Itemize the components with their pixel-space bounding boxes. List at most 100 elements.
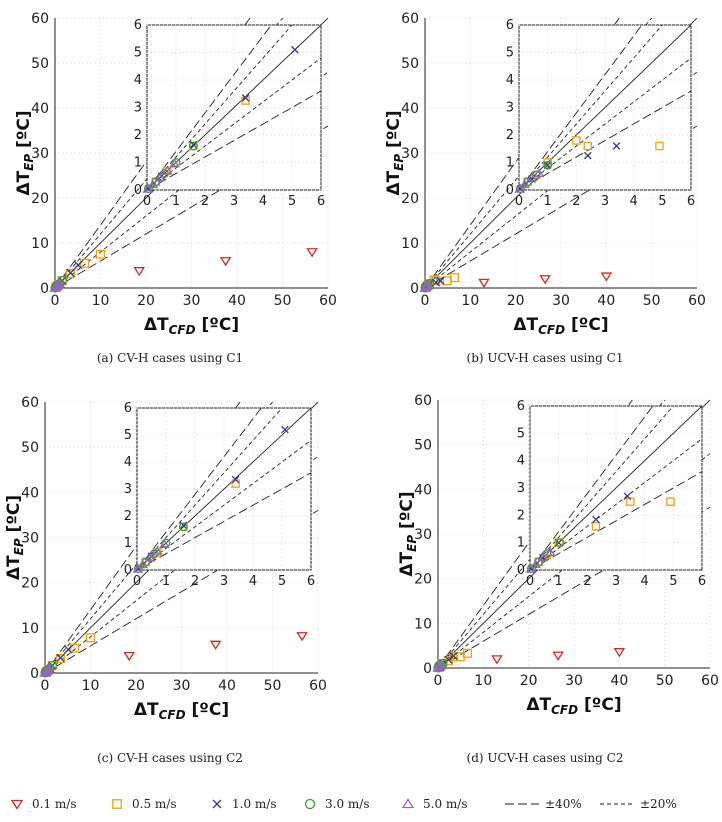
y-tick-label: 20 (21, 576, 39, 592)
y-tick-label: 40 (21, 485, 39, 501)
legend-item: 0.5 m/s (112, 797, 176, 811)
minus20-line (147, 57, 321, 190)
minus40-line (147, 90, 321, 190)
inset-point-50ms (161, 165, 173, 175)
x-tick-label: 20 (520, 673, 538, 689)
legend-item: ±40% (505, 797, 582, 811)
inset-y-tick: 3 (517, 481, 525, 496)
inset-point-10ms (281, 425, 289, 434)
inset-x-tick: 4 (630, 194, 638, 209)
y-axis-label: ΔTEP [ºC] (397, 491, 419, 576)
inset-point-10ms (241, 94, 250, 102)
plus20-line (530, 406, 674, 570)
point-01ms (133, 267, 145, 277)
inset-point-50ms (169, 158, 180, 168)
x-tick-label: 40 (610, 673, 628, 689)
inset-point-50ms (530, 559, 542, 569)
y-tick-label: 50 (401, 56, 419, 72)
y-tick-label: 50 (414, 438, 432, 454)
inset-point-10ms (231, 475, 240, 484)
point-05ms (70, 643, 80, 653)
x-tick-label: 30 (183, 293, 201, 309)
point-01ms (491, 655, 503, 665)
inset-y-tick: 4 (134, 73, 142, 88)
inset-x-tick: 2 (572, 194, 580, 209)
inset-y-tick: 3 (506, 101, 514, 116)
x-tick-label: 50 (264, 678, 282, 694)
legend-marker-triangle-up (401, 798, 415, 809)
minus40-line (137, 472, 311, 570)
inset-x-tick: 0 (133, 574, 141, 589)
inset-y-tick: 1 (517, 536, 525, 551)
legend-label: 0.1 m/s (32, 797, 76, 811)
point-50ms (43, 663, 56, 673)
inset-point-50ms (537, 552, 549, 562)
caption-a: (a) CV-H cases using C1 (97, 351, 243, 365)
inset-y-tick: 1 (506, 156, 514, 171)
point-10ms (64, 645, 73, 654)
x-tick-label: 60 (688, 293, 706, 309)
legend-marker-x (212, 799, 222, 809)
legend-label: ±40% (545, 797, 582, 811)
inset-point-05ms (655, 141, 664, 151)
inset-x-tick: 1 (555, 574, 563, 589)
point-10ms (449, 651, 458, 661)
minus40-line (530, 471, 702, 570)
x-tick-label: 30 (173, 678, 191, 694)
point-05ms (449, 652, 459, 662)
inset-x-tick: 1 (172, 194, 180, 209)
point-01ms (306, 248, 318, 258)
y-axis-label: ΔTEP [ºC] (384, 110, 406, 195)
y-tick-label: 30 (31, 146, 49, 162)
point-01ms (219, 257, 232, 267)
point-10ms (74, 260, 83, 270)
point-01ms (613, 648, 626, 658)
inset-x-tick: 1 (544, 194, 552, 209)
plus40-line (530, 406, 654, 570)
legend-marker-circle (304, 798, 316, 810)
inset-x-tick: 5 (658, 194, 666, 209)
x-tick-label: 0 (51, 293, 60, 309)
x-tick-label: 0 (434, 673, 443, 689)
point-05ms (449, 273, 460, 283)
point-10ms (66, 268, 75, 278)
legend-label: 5.0 m/s (423, 797, 467, 811)
inset-point-50ms (154, 172, 166, 182)
y-tick-label: 0 (30, 666, 39, 682)
x-tick-label: 20 (507, 293, 525, 309)
inset-point-30ms (178, 522, 188, 532)
inset-x-tick: 3 (612, 574, 620, 589)
inset-y-tick: 5 (517, 426, 525, 441)
y-tick-label: 50 (21, 440, 39, 456)
inset-x-tick: 5 (278, 574, 286, 589)
inset-point-10ms (612, 142, 621, 150)
inset-point-50ms (142, 184, 154, 193)
inset-y-tick: 1 (124, 536, 132, 551)
inset-point-30ms (543, 160, 553, 170)
y-tick-label: 40 (31, 101, 49, 117)
inset-y-tick: 5 (134, 46, 142, 61)
legend-item: 1.0 m/s (212, 797, 276, 811)
inset-c: 0 1 2 3 4 5 6 0 1 2 3 4 5 6 (124, 401, 315, 589)
legend-item: 5.0 m/s (401, 797, 467, 811)
legend-marker-triangle-down (10, 799, 24, 810)
point-05ms (85, 633, 96, 643)
inset-x-tick: 5 (288, 194, 296, 209)
inset-a: 0 1 2 3 4 5 6 0 1 2 3 4 5 6 (134, 18, 325, 209)
inset-y-tick: 3 (134, 101, 142, 116)
minus20-line (530, 438, 702, 570)
x-axis-label: ΔTCFD [ºC] (513, 315, 608, 337)
y-tick-label: 60 (401, 11, 419, 27)
inset-point-10ms (291, 45, 299, 54)
inset-y-tick: 5 (506, 46, 514, 61)
inset-x-tick: 0 (143, 194, 151, 209)
inset-point-50ms (525, 564, 537, 573)
inset-x-tick: 6 (687, 194, 695, 209)
x-tick-label: 30 (552, 293, 570, 309)
inset-x-tick: 4 (641, 574, 649, 589)
inset-y-tick: 6 (134, 18, 142, 33)
